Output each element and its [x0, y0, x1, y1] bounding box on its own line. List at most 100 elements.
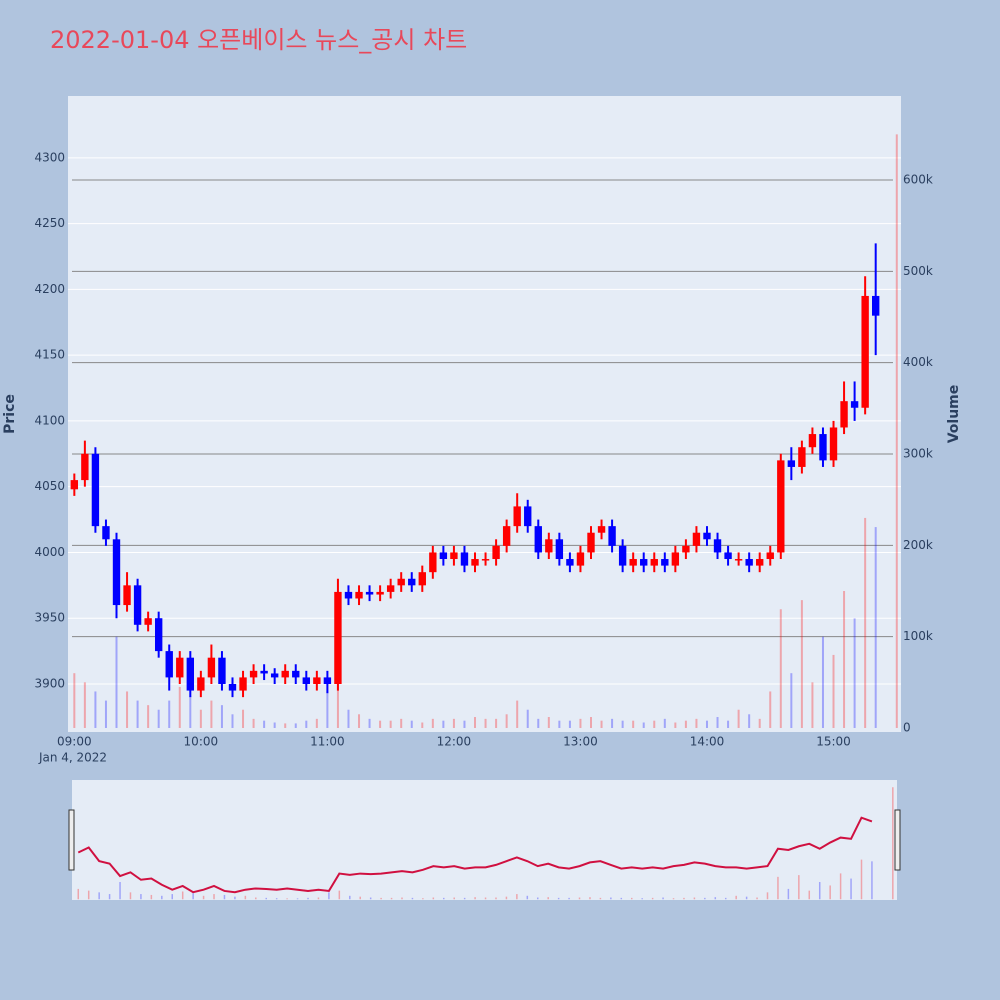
slider-volume-bar	[630, 897, 633, 900]
volume-bar	[104, 700, 107, 728]
volume-bar	[663, 718, 666, 728]
slider-volume-bar	[808, 890, 811, 900]
candle-body	[429, 552, 437, 573]
slider-volume-bar	[161, 895, 163, 900]
candle-body	[365, 591, 374, 595]
volume-bar	[611, 718, 614, 728]
slider-volume-bar	[892, 787, 894, 900]
candle-body	[218, 657, 226, 684]
slider-handle[interactable]	[894, 809, 901, 871]
volume-bar	[294, 723, 297, 728]
candle-body	[829, 427, 838, 461]
candle-body	[502, 526, 511, 546]
y-tick-label: 4250	[34, 216, 65, 230]
volume-bar	[115, 636, 118, 728]
candle-body	[597, 526, 606, 533]
volume-bar	[547, 717, 550, 728]
slider-volume-bar	[265, 897, 267, 900]
volume-bar	[252, 718, 255, 728]
candle-body	[249, 670, 258, 678]
slider-volume-bar	[557, 897, 560, 900]
volume-bar	[347, 709, 350, 728]
slider-volume-bar	[202, 895, 205, 900]
slider-volume-bar	[286, 898, 288, 900]
volume-bar	[558, 720, 561, 728]
y2-tick-label: 300k	[903, 447, 933, 461]
candle-body	[302, 677, 310, 684]
volume-bar	[653, 720, 656, 728]
x-tick-label: 15:00	[816, 735, 851, 749]
volume-bar	[126, 691, 129, 728]
candle-body	[154, 618, 163, 652]
volume-bar	[705, 720, 708, 728]
x-tick-label: 13:00	[563, 735, 598, 749]
slider-volume-bar	[181, 891, 184, 900]
candle-body	[418, 572, 426, 586]
slider-volume-bar	[672, 898, 675, 900]
volume-bar	[400, 718, 403, 728]
slider-volume-bar	[255, 897, 257, 900]
candle-body	[798, 447, 806, 467]
slider-volume-bar	[850, 878, 852, 900]
candle-body	[545, 539, 553, 553]
candle-body	[313, 677, 321, 684]
y-tick-label: 4150	[34, 348, 65, 362]
candle-body	[270, 673, 279, 678]
volume-bar	[790, 673, 793, 728]
y2-tick-label: 0	[903, 720, 911, 734]
slider-volume-bar	[599, 897, 602, 900]
y-tick-label: 3900	[34, 676, 65, 690]
slider-volume-bar	[693, 897, 696, 900]
candle-body	[408, 578, 416, 586]
candle-body	[133, 585, 142, 625]
candle-body	[534, 526, 542, 553]
candle-body	[397, 578, 405, 586]
y-axis-title: Price	[2, 394, 18, 434]
slider-volume-bar	[589, 897, 591, 900]
candle-body	[260, 670, 268, 674]
volume-bar	[758, 718, 761, 728]
slider-volume-bar	[328, 892, 330, 900]
slider-handle[interactable]	[68, 809, 75, 871]
slider-volume-bar	[484, 897, 487, 900]
candle-body	[70, 480, 79, 490]
y2-tick-label: 400k	[903, 355, 933, 369]
slider-volume-bar	[651, 897, 654, 900]
volume-bar	[389, 720, 392, 728]
candle-body	[439, 552, 448, 560]
volume-bar	[421, 722, 424, 728]
candle-body	[850, 401, 859, 408]
slider-volume-bar	[787, 888, 790, 900]
slider-volume-bar	[223, 894, 226, 900]
volume-bar	[410, 720, 413, 728]
candle-body	[123, 585, 131, 606]
slider-volume-bar	[839, 873, 842, 900]
volume-bar	[642, 722, 645, 728]
range-slider[interactable]	[72, 780, 897, 900]
y2-axis-title: Volume	[946, 385, 962, 444]
volume-bar	[600, 720, 603, 728]
volume-bar	[263, 720, 266, 728]
candle-body	[471, 559, 479, 566]
slider-volume-bar	[662, 897, 664, 900]
y-tick-label: 4000	[34, 545, 65, 559]
volume-bar	[716, 717, 719, 728]
volume-bar	[442, 720, 445, 728]
candle-body	[745, 559, 753, 566]
x-tick-label: 11:00	[310, 735, 345, 749]
candle-body	[808, 434, 817, 448]
slider-volume-bar	[829, 885, 831, 900]
slider-volume-bar	[620, 897, 623, 900]
volume-bar	[379, 720, 382, 728]
volume-bar	[220, 705, 223, 728]
candle-body	[165, 651, 173, 678]
y-tick-label: 4100	[34, 413, 65, 427]
slider-volume-bar	[745, 896, 748, 900]
slider-volume-bar	[578, 897, 581, 900]
candle-body	[376, 591, 384, 595]
candle-body	[81, 453, 89, 481]
slider-price-line	[77, 816, 873, 894]
slider-volume-bar	[98, 892, 100, 900]
